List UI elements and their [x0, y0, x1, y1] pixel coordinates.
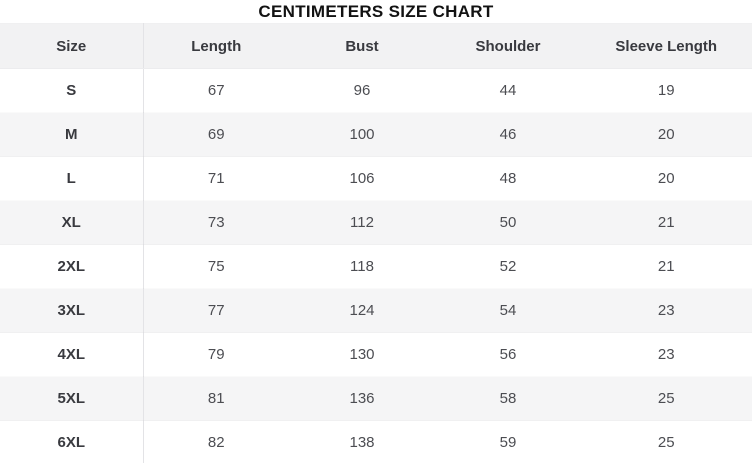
bust-cell: 130: [349, 346, 375, 363]
size-cell: 4XL: [0, 332, 144, 377]
table-row-xl: XL 73 112 50 21: [0, 200, 752, 245]
size-cell: XL: [0, 200, 144, 245]
table-row-s: S 67 96 44 19: [0, 68, 752, 113]
shoulder-cell: 58: [435, 376, 581, 421]
bust-cell: 118: [350, 258, 374, 275]
size-table: Size Length Bust Shoulder Sleeve Length S 67 9…: [0, 23, 752, 463]
table-row-6xl: 6XL 82 138 59 25: [0, 420, 752, 463]
size-cell: S: [0, 68, 144, 113]
length-cell: 77: [143, 288, 289, 333]
bust-cell: 96: [353, 82, 371, 99]
shoulder-cell: 59: [499, 434, 517, 451]
sleeve-length-cell: 25: [581, 376, 752, 421]
length-cell: 71: [207, 170, 225, 187]
table-row-5xl: 5XL 81 136 58 25: [0, 376, 752, 421]
table-row-2xl: 2XL 75 118 52 21: [0, 244, 752, 289]
header-cell-bust: Bust: [289, 23, 435, 69]
sleeve-length-cell: 25: [657, 434, 675, 451]
length-cell: 67: [207, 82, 225, 99]
size-cell: 2XL: [0, 244, 144, 289]
size-cell: 6XL: [0, 420, 144, 463]
shoulder-cell: 48: [499, 170, 517, 187]
bust-cell: 112: [289, 200, 435, 245]
sleeve-length-cell: 23: [657, 346, 675, 363]
table-header-row: Size Length Bust Shoulder Sleeve Length: [0, 23, 752, 69]
table-row-4xl: 4XL 79 130 56 23: [0, 332, 752, 377]
shoulder-cell: 44: [499, 82, 517, 99]
header-cell-size: Size: [0, 23, 144, 69]
size-cell: M: [0, 112, 144, 157]
shoulder-cell: 52: [499, 258, 517, 275]
chart-title: CENTIMETERS SIZE CHART: [258, 1, 494, 21]
header-cell-length: Length: [143, 23, 289, 69]
table-body: S 67 96 44 19 M 69 100 46 20 L 71 106 48 20 XL 73 112 50 21…: [0, 68, 752, 463]
bust-cell: 138: [349, 434, 375, 451]
table-header: Size Length Bust Shoulder Sleeve Length: [0, 23, 752, 69]
size-cell: L: [0, 156, 144, 201]
bust-cell: 100: [289, 112, 435, 157]
sleeve-length-cell: 20: [657, 170, 675, 187]
header-cell-shoulder: Shoulder: [435, 23, 581, 69]
length-cell: 69: [143, 112, 289, 157]
bust-cell: 136: [289, 376, 435, 421]
sleeve-length-cell: 21: [657, 258, 675, 275]
bust-cell: 124: [289, 288, 435, 333]
table-row-l: L 71 106 48 20: [0, 156, 752, 201]
shoulder-cell: 56: [499, 346, 517, 363]
shoulder-cell: 46: [435, 112, 581, 157]
table-row-m: M 69 100 46 20: [0, 112, 752, 157]
length-cell: 79: [207, 346, 225, 363]
table-row-3xl: 3XL 77 124 54 23: [0, 288, 752, 333]
shoulder-cell: 54: [435, 288, 581, 333]
length-cell: 81: [143, 376, 289, 421]
length-cell: 73: [143, 200, 289, 245]
size-cell: 3XL: [0, 288, 144, 333]
bust-cell: 106: [349, 170, 375, 187]
sleeve-length-cell: 19: [657, 82, 675, 99]
sleeve-length-cell: 23: [581, 288, 752, 333]
sleeve-length-cell: 20: [581, 112, 752, 157]
sleeve-length-cell: 21: [581, 200, 752, 245]
length-cell: 82: [207, 434, 225, 451]
header-cell-sleeve-length: Sleeve Length: [581, 23, 752, 69]
length-cell: 75: [207, 258, 225, 275]
size-cell: 5XL: [0, 376, 144, 421]
shoulder-cell: 50: [435, 200, 581, 245]
